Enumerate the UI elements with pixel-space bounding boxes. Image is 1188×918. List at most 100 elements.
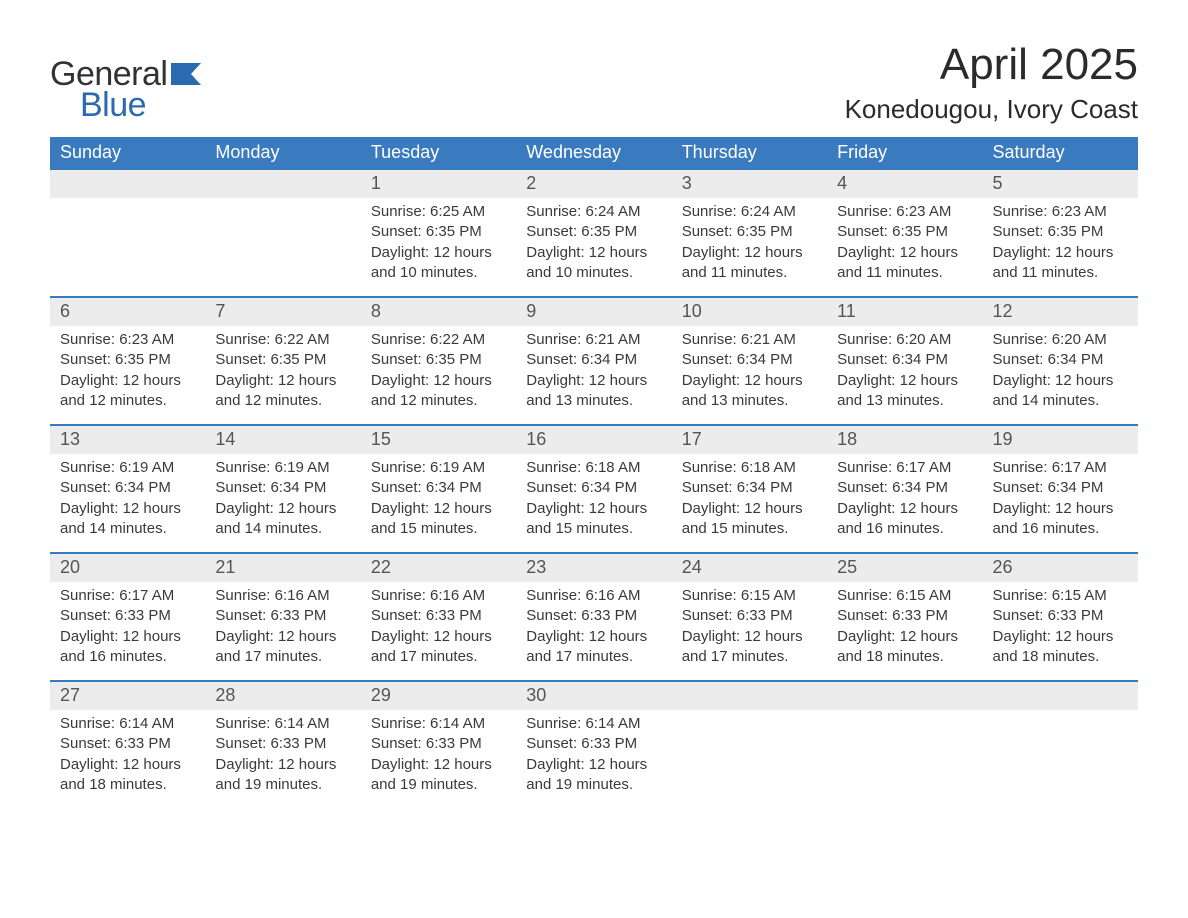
calendar-cell: 23Sunrise: 6:16 AMSunset: 6:33 PMDayligh…: [516, 553, 671, 681]
day-number: 8: [361, 298, 516, 326]
sunset-text: Sunset: 6:33 PM: [371, 606, 506, 626]
sunset-text: Sunset: 6:34 PM: [993, 350, 1128, 370]
calendar-week-row: 13Sunrise: 6:19 AMSunset: 6:34 PMDayligh…: [50, 425, 1138, 553]
sunset-text: Sunset: 6:34 PM: [837, 478, 972, 498]
day-details: Sunrise: 6:19 AMSunset: 6:34 PMDaylight:…: [361, 454, 516, 547]
calendar-cell: 24Sunrise: 6:15 AMSunset: 6:33 PMDayligh…: [672, 553, 827, 681]
day-number: 3: [672, 170, 827, 198]
col-tuesday: Tuesday: [361, 137, 516, 169]
sunrise-text: Sunrise: 6:15 AM: [837, 586, 972, 606]
sunset-text: Sunset: 6:33 PM: [215, 734, 350, 754]
daylight-text: Daylight: 12 hours and 16 minutes.: [993, 499, 1128, 540]
day-number: 16: [516, 426, 671, 454]
day-details: Sunrise: 6:18 AMSunset: 6:34 PMDaylight:…: [516, 454, 671, 547]
sunset-text: Sunset: 6:35 PM: [60, 350, 195, 370]
day-number: 7: [205, 298, 360, 326]
day-details: Sunrise: 6:21 AMSunset: 6:34 PMDaylight:…: [516, 326, 671, 419]
day-number: 12: [983, 298, 1138, 326]
calendar-cell: [672, 681, 827, 809]
daylight-text: Daylight: 12 hours and 11 minutes.: [837, 243, 972, 284]
day-number: [672, 682, 827, 710]
calendar-week-row: 27Sunrise: 6:14 AMSunset: 6:33 PMDayligh…: [50, 681, 1138, 809]
day-details: Sunrise: 6:24 AMSunset: 6:35 PMDaylight:…: [516, 198, 671, 291]
calendar-cell: 12Sunrise: 6:20 AMSunset: 6:34 PMDayligh…: [983, 297, 1138, 425]
sunset-text: Sunset: 6:33 PM: [215, 606, 350, 626]
sunset-text: Sunset: 6:33 PM: [837, 606, 972, 626]
sunset-text: Sunset: 6:35 PM: [837, 222, 972, 242]
calendar-cell: 10Sunrise: 6:21 AMSunset: 6:34 PMDayligh…: [672, 297, 827, 425]
day-details: Sunrise: 6:23 AMSunset: 6:35 PMDaylight:…: [983, 198, 1138, 291]
sunset-text: Sunset: 6:33 PM: [60, 734, 195, 754]
day-details: Sunrise: 6:22 AMSunset: 6:35 PMDaylight:…: [361, 326, 516, 419]
day-details: Sunrise: 6:16 AMSunset: 6:33 PMDaylight:…: [516, 582, 671, 675]
sunset-text: Sunset: 6:33 PM: [371, 734, 506, 754]
day-details: Sunrise: 6:19 AMSunset: 6:34 PMDaylight:…: [50, 454, 205, 547]
col-thursday: Thursday: [672, 137, 827, 169]
sunset-text: Sunset: 6:35 PM: [526, 222, 661, 242]
daylight-text: Daylight: 12 hours and 13 minutes.: [837, 371, 972, 412]
calendar-cell: 8Sunrise: 6:22 AMSunset: 6:35 PMDaylight…: [361, 297, 516, 425]
sunset-text: Sunset: 6:35 PM: [682, 222, 817, 242]
calendar-cell: [50, 169, 205, 297]
day-number: [50, 170, 205, 198]
day-number: 24: [672, 554, 827, 582]
sunset-text: Sunset: 6:33 PM: [526, 734, 661, 754]
daylight-text: Daylight: 12 hours and 10 minutes.: [371, 243, 506, 284]
daylight-text: Daylight: 12 hours and 12 minutes.: [215, 371, 350, 412]
sunrise-text: Sunrise: 6:14 AM: [215, 714, 350, 734]
calendar-cell: 17Sunrise: 6:18 AMSunset: 6:34 PMDayligh…: [672, 425, 827, 553]
flag-icon: [171, 63, 201, 85]
day-number: 25: [827, 554, 982, 582]
calendar-week-row: 20Sunrise: 6:17 AMSunset: 6:33 PMDayligh…: [50, 553, 1138, 681]
day-details: Sunrise: 6:19 AMSunset: 6:34 PMDaylight:…: [205, 454, 360, 547]
calendar-cell: [983, 681, 1138, 809]
daylight-text: Daylight: 12 hours and 14 minutes.: [215, 499, 350, 540]
sunrise-text: Sunrise: 6:18 AM: [682, 458, 817, 478]
daylight-text: Daylight: 12 hours and 19 minutes.: [371, 755, 506, 796]
sunset-text: Sunset: 6:34 PM: [993, 478, 1128, 498]
day-number: 10: [672, 298, 827, 326]
day-number: 18: [827, 426, 982, 454]
day-details: Sunrise: 6:23 AMSunset: 6:35 PMDaylight:…: [827, 198, 982, 291]
calendar-cell: 27Sunrise: 6:14 AMSunset: 6:33 PMDayligh…: [50, 681, 205, 809]
sunrise-text: Sunrise: 6:17 AM: [837, 458, 972, 478]
sunrise-text: Sunrise: 6:16 AM: [215, 586, 350, 606]
day-details: Sunrise: 6:15 AMSunset: 6:33 PMDaylight:…: [827, 582, 982, 675]
daylight-text: Daylight: 12 hours and 18 minutes.: [837, 627, 972, 668]
daylight-text: Daylight: 12 hours and 18 minutes.: [60, 755, 195, 796]
calendar-cell: 2Sunrise: 6:24 AMSunset: 6:35 PMDaylight…: [516, 169, 671, 297]
day-number: 4: [827, 170, 982, 198]
sunset-text: Sunset: 6:34 PM: [215, 478, 350, 498]
calendar-week-row: 6Sunrise: 6:23 AMSunset: 6:35 PMDaylight…: [50, 297, 1138, 425]
day-details: Sunrise: 6:17 AMSunset: 6:34 PMDaylight:…: [827, 454, 982, 547]
daylight-text: Daylight: 12 hours and 10 minutes.: [526, 243, 661, 284]
calendar-cell: 21Sunrise: 6:16 AMSunset: 6:33 PMDayligh…: [205, 553, 360, 681]
daylight-text: Daylight: 12 hours and 12 minutes.: [60, 371, 195, 412]
calendar-cell: 26Sunrise: 6:15 AMSunset: 6:33 PMDayligh…: [983, 553, 1138, 681]
day-number: [205, 170, 360, 198]
col-monday: Monday: [205, 137, 360, 169]
day-number: 1: [361, 170, 516, 198]
sunrise-text: Sunrise: 6:22 AM: [215, 330, 350, 350]
day-number: 9: [516, 298, 671, 326]
day-details: Sunrise: 6:23 AMSunset: 6:35 PMDaylight:…: [50, 326, 205, 419]
calendar-cell: 20Sunrise: 6:17 AMSunset: 6:33 PMDayligh…: [50, 553, 205, 681]
col-saturday: Saturday: [983, 137, 1138, 169]
daylight-text: Daylight: 12 hours and 13 minutes.: [526, 371, 661, 412]
calendar-cell: 18Sunrise: 6:17 AMSunset: 6:34 PMDayligh…: [827, 425, 982, 553]
calendar-cell: [205, 169, 360, 297]
calendar-header-row: Sunday Monday Tuesday Wednesday Thursday…: [50, 137, 1138, 169]
daylight-text: Daylight: 12 hours and 11 minutes.: [682, 243, 817, 284]
sunrise-text: Sunrise: 6:25 AM: [371, 202, 506, 222]
logo: General Blue: [50, 40, 201, 125]
day-details: Sunrise: 6:17 AMSunset: 6:33 PMDaylight:…: [50, 582, 205, 675]
calendar-cell: 7Sunrise: 6:22 AMSunset: 6:35 PMDaylight…: [205, 297, 360, 425]
sunrise-text: Sunrise: 6:17 AM: [993, 458, 1128, 478]
sunset-text: Sunset: 6:34 PM: [60, 478, 195, 498]
sunrise-text: Sunrise: 6:24 AM: [682, 202, 817, 222]
calendar-cell: 1Sunrise: 6:25 AMSunset: 6:35 PMDaylight…: [361, 169, 516, 297]
day-details: Sunrise: 6:15 AMSunset: 6:33 PMDaylight:…: [672, 582, 827, 675]
daylight-text: Daylight: 12 hours and 18 minutes.: [993, 627, 1128, 668]
day-number: [983, 682, 1138, 710]
calendar-cell: 14Sunrise: 6:19 AMSunset: 6:34 PMDayligh…: [205, 425, 360, 553]
